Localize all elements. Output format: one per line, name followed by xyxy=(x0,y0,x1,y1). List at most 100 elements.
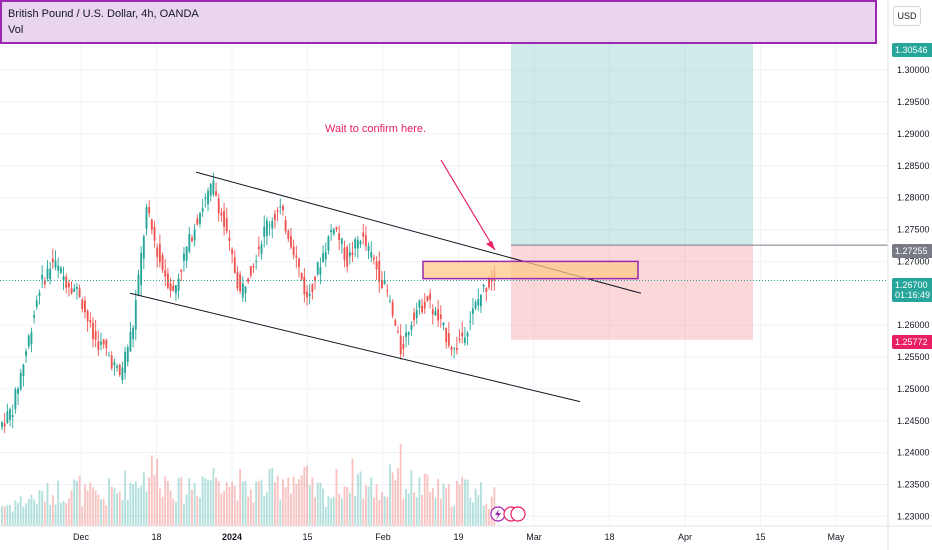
volume-bar xyxy=(188,477,191,526)
candle-body xyxy=(89,320,92,323)
volume-bar xyxy=(84,484,86,526)
candle-body xyxy=(268,224,271,226)
volume-bar xyxy=(477,494,480,526)
candle-body xyxy=(116,365,118,368)
candle-body xyxy=(137,274,140,296)
volume-bar xyxy=(212,468,215,526)
volume-bar xyxy=(140,485,143,526)
volume-bar xyxy=(268,468,271,526)
candle-body xyxy=(3,423,6,427)
volume-bar xyxy=(38,489,41,526)
candle-body xyxy=(370,251,373,258)
candle-body xyxy=(364,235,367,247)
candle-body xyxy=(145,207,148,229)
x-tick-label: Feb xyxy=(375,532,391,542)
volume-bar xyxy=(327,496,330,526)
candle-body xyxy=(439,314,442,319)
candle-body xyxy=(471,308,474,314)
volume-bar xyxy=(378,500,381,526)
candle-body xyxy=(166,273,169,288)
volume-legend[interactable]: Vol xyxy=(8,24,24,36)
candle-body xyxy=(324,251,327,260)
lightning-bolt-icon xyxy=(495,509,501,520)
volume-bar xyxy=(410,470,413,526)
candle-body xyxy=(378,260,381,282)
currency-button[interactable]: USD xyxy=(893,6,921,26)
volume-bar xyxy=(434,497,437,526)
volume-bar xyxy=(9,505,11,526)
candle-body xyxy=(174,285,177,294)
candle-body xyxy=(316,262,319,275)
candle-body xyxy=(447,333,450,346)
candle-body xyxy=(450,347,453,351)
candle-body xyxy=(78,288,81,297)
volume-bar xyxy=(255,481,258,526)
entry-price-tag: 1.27255 xyxy=(892,244,932,258)
candle-body xyxy=(362,232,365,237)
candle-body xyxy=(327,236,330,251)
volume-bar xyxy=(35,503,38,526)
volume-bar xyxy=(105,505,108,526)
candle-body xyxy=(252,266,255,268)
volume-bar xyxy=(33,499,36,526)
volume-bar xyxy=(89,482,92,526)
volume-bar xyxy=(260,479,263,526)
candle-body xyxy=(156,247,159,257)
candle-body xyxy=(346,247,349,267)
candle-body xyxy=(284,219,287,232)
candle-body xyxy=(461,332,464,337)
volume-bar xyxy=(482,505,485,526)
volume-bar xyxy=(322,488,325,526)
candle-body xyxy=(290,235,292,248)
volume-bar xyxy=(108,478,110,526)
candle-body xyxy=(73,288,76,292)
candle-body xyxy=(298,258,300,267)
volume-bar xyxy=(252,502,255,526)
candle-body xyxy=(306,291,308,298)
volume-bar xyxy=(172,498,175,526)
volume-bar xyxy=(215,477,217,526)
volume-bar xyxy=(30,494,33,526)
volume-bar xyxy=(480,482,482,526)
volume-bar xyxy=(351,458,354,526)
x-tick-label: 2024 xyxy=(222,532,242,542)
volume-bar xyxy=(453,505,456,526)
volume-bar xyxy=(25,503,28,526)
y-tick-label: 1.27500 xyxy=(897,225,930,235)
volume-bar xyxy=(383,496,386,526)
volume-bar xyxy=(343,486,346,526)
candle-body xyxy=(193,229,196,241)
volume-bar xyxy=(338,493,341,526)
x-tick-label: 15 xyxy=(302,532,312,542)
volume-bar xyxy=(335,469,338,526)
candle-body xyxy=(172,285,175,291)
candle-body xyxy=(161,255,164,271)
candle-body xyxy=(300,273,303,280)
candle-body xyxy=(11,415,14,418)
candle-body xyxy=(429,293,432,300)
volume-bar xyxy=(364,485,367,526)
volume-bar xyxy=(319,482,322,526)
candle-body xyxy=(260,244,263,254)
candle-body xyxy=(469,321,472,323)
volume-bar xyxy=(474,488,477,526)
symbol-title[interactable]: British Pound / U.S. Dollar, 4h, OANDA xyxy=(8,8,199,20)
candle-body xyxy=(33,315,36,318)
volume-bar xyxy=(290,493,292,526)
candle-body xyxy=(51,258,54,263)
candle-body xyxy=(463,337,466,343)
candle-body xyxy=(110,355,113,369)
volume-bar xyxy=(134,481,137,526)
candle-body xyxy=(445,327,448,343)
annotation-text[interactable]: Wait to confirm here. xyxy=(325,123,427,135)
x-tick-label: Apr xyxy=(678,532,692,542)
candle-body xyxy=(41,275,44,280)
volume-bar xyxy=(207,479,209,526)
candle-body xyxy=(59,267,62,274)
candle-body xyxy=(9,409,11,420)
candle-body xyxy=(466,332,469,337)
candle-body xyxy=(215,191,217,196)
y-tick-label: 1.29500 xyxy=(897,97,930,107)
